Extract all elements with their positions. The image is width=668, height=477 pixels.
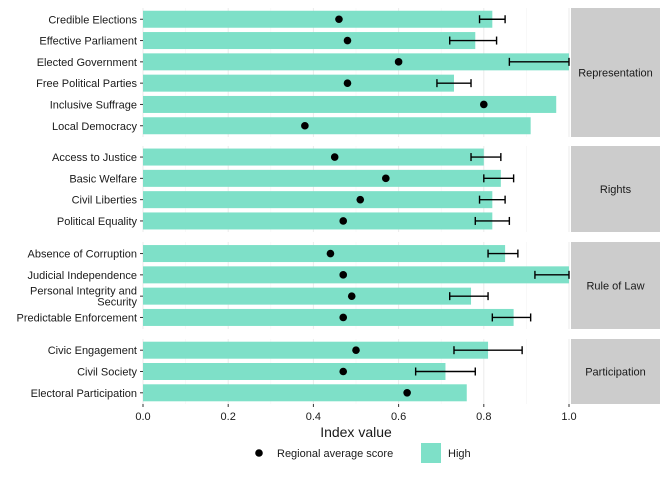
y-tick-label: Absence of Corruption xyxy=(28,249,137,261)
y-tick-label: Civic Engagement xyxy=(48,345,137,357)
x-tick-label: 0.2 xyxy=(221,411,236,423)
bar xyxy=(143,287,472,305)
bar xyxy=(143,363,446,380)
bar xyxy=(143,74,454,92)
facet-strip-label: Rights xyxy=(600,184,632,196)
facet-strip xyxy=(571,339,660,404)
y-tick-label: Free Political Parties xyxy=(36,78,137,90)
average-point xyxy=(301,121,309,130)
facet-strip-label: Participation xyxy=(585,367,646,379)
y-tick-label: Personal Integrity and Security xyxy=(30,286,138,309)
facet-strip xyxy=(571,8,660,137)
average-point xyxy=(480,100,488,109)
average-point xyxy=(394,58,403,66)
y-tick-label: Access to Justice xyxy=(52,152,137,164)
facet-strip xyxy=(571,146,660,232)
y-tick-label: Effective Parliament xyxy=(39,36,137,48)
average-point xyxy=(343,79,352,87)
x-tick-label: 0.4 xyxy=(306,411,321,423)
bar xyxy=(143,266,569,284)
y-tick-label: Political Equality xyxy=(57,216,138,228)
bar xyxy=(143,191,493,209)
y-tick-label: Basic Welfare xyxy=(69,173,137,185)
bar xyxy=(143,212,493,230)
bar xyxy=(143,148,484,166)
x-tick-label: 0.6 xyxy=(391,411,406,423)
y-tick-label: Local Democracy xyxy=(52,121,137,133)
bar xyxy=(143,245,506,263)
average-point xyxy=(326,249,335,258)
legend-bar-key xyxy=(421,443,441,463)
legend-label: Regional average score xyxy=(277,448,393,460)
bar xyxy=(143,384,467,402)
bar xyxy=(143,95,557,113)
bar xyxy=(143,341,489,359)
y-tick-label: Judicial Independence xyxy=(28,270,137,282)
x-tick-label: 0.0 xyxy=(135,411,150,423)
y-tick-label: Predictable Enforcement xyxy=(17,312,137,324)
y-tick-label: Electoral Participation xyxy=(31,388,137,400)
bar xyxy=(143,308,514,326)
legend-point-key xyxy=(255,449,263,457)
y-tick-label: Inclusive Suffrage xyxy=(50,99,137,111)
bar xyxy=(143,117,531,135)
bar xyxy=(143,53,569,71)
average-point xyxy=(330,153,339,161)
average-point xyxy=(352,346,360,355)
x-tick-label: 0.8 xyxy=(476,411,491,423)
y-tick-label: Elected Government xyxy=(37,57,137,69)
average-point xyxy=(347,292,356,300)
y-tick-label: Credible Elections xyxy=(48,14,137,26)
legend-label: High xyxy=(448,448,471,460)
average-point xyxy=(339,367,348,376)
average-point xyxy=(403,389,411,397)
facet-strip-label: Rule of Law xyxy=(586,281,644,293)
average-point xyxy=(356,195,365,204)
average-point xyxy=(339,217,348,225)
y-tick-label: Civil Liberties xyxy=(72,195,138,207)
facet-strip xyxy=(571,242,660,329)
facet-strip-label: Representation xyxy=(578,68,653,80)
average-point xyxy=(335,15,343,24)
average-point xyxy=(339,271,348,279)
average-point xyxy=(343,36,352,45)
bar xyxy=(143,10,493,28)
bar xyxy=(143,169,501,187)
average-point xyxy=(382,174,390,183)
x-axis-title: Index value xyxy=(320,424,392,440)
x-tick-label: 1.0 xyxy=(561,411,576,423)
bar xyxy=(143,32,476,50)
average-point xyxy=(339,313,348,322)
y-tick-label: Civil Society xyxy=(77,367,137,379)
